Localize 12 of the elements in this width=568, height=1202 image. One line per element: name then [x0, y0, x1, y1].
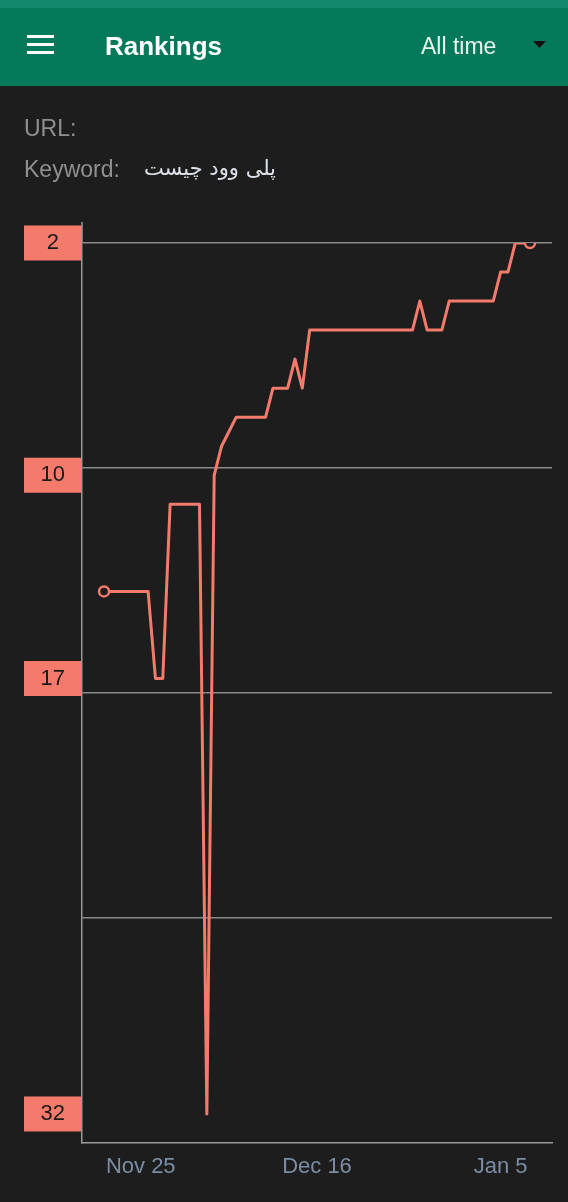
y-tick-label: 17 [40, 664, 66, 690]
y-tick-label: 10 [40, 461, 66, 487]
y-tick-label: 32 [40, 1100, 66, 1126]
x-tick-label: Jan 5 [473, 1153, 528, 1179]
chart-title: Rankings [105, 30, 223, 62]
x-tick-label: Nov 25 [105, 1153, 176, 1179]
text: پلی وود چیست [144, 155, 276, 182]
text: All time [421, 32, 497, 60]
text: URL: [24, 114, 77, 142]
x-tick-label: Dec 16 [282, 1153, 352, 1179]
y-tick-label: 2 [46, 229, 59, 255]
text: Keyword: [24, 155, 120, 183]
